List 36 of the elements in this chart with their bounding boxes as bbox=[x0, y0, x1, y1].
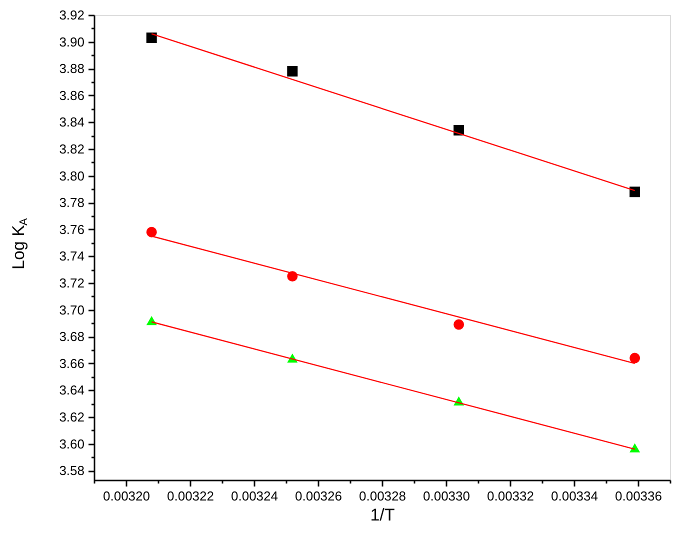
y-tick-label: 3.84 bbox=[59, 114, 84, 130]
y-tick-label: 3.80 bbox=[59, 168, 84, 184]
y-tick-label: 3.82 bbox=[59, 142, 84, 157]
y-tick-label: 3.72 bbox=[59, 276, 84, 291]
point bbox=[630, 186, 640, 198]
x-tick-label: 0.00330 bbox=[423, 488, 470, 504]
point bbox=[146, 32, 157, 44]
y-tick-label: 3.62 bbox=[59, 410, 84, 425]
x-tick-label: 0.00324 bbox=[231, 488, 278, 504]
point bbox=[146, 226, 157, 238]
y-tick-label: 3.92 bbox=[59, 8, 84, 22]
y-tick-label: 3.88 bbox=[59, 61, 84, 76]
x-tick-label: 0.00326 bbox=[295, 488, 342, 504]
y-axis-title: Log KA bbox=[9, 218, 30, 270]
x-tick-label: 0.00334 bbox=[551, 488, 598, 504]
x-tick-label: 0.00336 bbox=[615, 488, 662, 504]
x-tick-label: 0.00332 bbox=[487, 488, 534, 504]
y-tick-label: 3.68 bbox=[59, 329, 84, 344]
point bbox=[454, 319, 464, 330]
y-tick-label: 3.70 bbox=[59, 302, 84, 318]
x-tick-label: 0.00328 bbox=[359, 488, 406, 504]
y-tick-label: 3.86 bbox=[59, 88, 84, 103]
point bbox=[630, 352, 640, 364]
y-tick-label: 3.90 bbox=[59, 34, 84, 50]
x-tick-label: 0.00320 bbox=[103, 488, 150, 504]
y-tick-label: 3.58 bbox=[59, 463, 84, 478]
point bbox=[287, 66, 298, 77]
x-tick-label: 0.00322 bbox=[167, 488, 214, 504]
y-tick-label: 3.60 bbox=[59, 436, 84, 452]
y-tick-label: 3.76 bbox=[59, 222, 84, 237]
x-axis-title: 1/T bbox=[370, 506, 395, 524]
y-tick-label: 3.74 bbox=[59, 248, 84, 264]
y-tick-label: 3.64 bbox=[59, 382, 84, 398]
y-tick-label: 3.66 bbox=[59, 356, 84, 371]
point bbox=[630, 443, 640, 452]
y-tick-label: 3.78 bbox=[59, 195, 84, 210]
